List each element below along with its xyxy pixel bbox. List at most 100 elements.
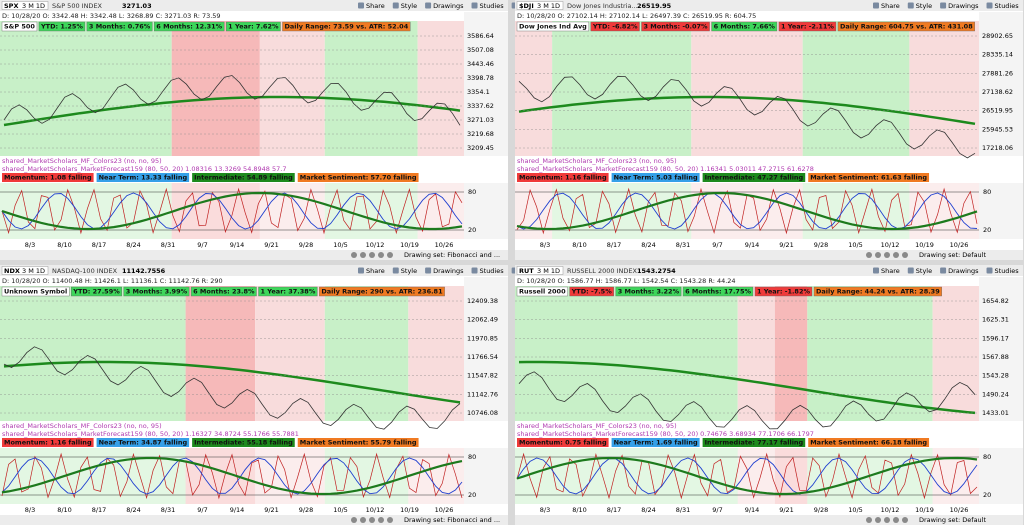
toolbar-icon[interactable] — [358, 2, 364, 9]
toolbar-icon[interactable] — [358, 267, 364, 274]
date-label: 9/28 — [814, 506, 829, 514]
toolbar-button[interactable]: Studies — [480, 2, 505, 10]
timeframe[interactable]: 3 M 1D — [22, 2, 45, 10]
zoom-icon[interactable] — [378, 517, 384, 523]
zoom-icon[interactable] — [866, 252, 872, 258]
indicator-label: Momentum: 1.08 falling — [4, 174, 92, 182]
zone — [259, 183, 325, 239]
status-box — [754, 286, 813, 297]
toolbar-icon[interactable] — [986, 2, 993, 9]
toolbar-button[interactable]: Drawings — [948, 2, 979, 10]
zoom-icon[interactable] — [387, 517, 393, 523]
toolbar-icon[interactable] — [986, 267, 993, 274]
zoom-icon[interactable] — [369, 252, 375, 258]
price-level: 3507.08 — [467, 46, 494, 54]
zone — [417, 183, 464, 239]
toolbar-button[interactable]: Share — [881, 2, 900, 10]
status-label: Daily Range: 290 vs. ATR: 236.81 — [321, 288, 443, 296]
toolbar-icon[interactable] — [425, 2, 432, 9]
drawing-set[interactable]: Drawing set: Default — [919, 251, 986, 259]
indicator-label: Near Term: 13.33 falling — [99, 174, 188, 182]
date-label: 9/21 — [779, 241, 794, 249]
toolbar-button[interactable]: Share — [881, 267, 900, 275]
toolbar-icon[interactable] — [907, 2, 914, 9]
zoom-icon[interactable] — [875, 252, 881, 258]
zoom-icon[interactable] — [893, 517, 899, 523]
timeframe[interactable]: 3 M 1D — [22, 267, 45, 275]
forecast-label: shared_MarketScholars_MarketForecast159 … — [517, 165, 814, 173]
toolbar-button[interactable]: Style — [401, 2, 417, 10]
zoom-icon[interactable] — [875, 517, 881, 523]
symbol-box[interactable] — [516, 1, 564, 10]
symbol[interactable]: $DJI — [519, 2, 534, 10]
toolbar-button[interactable]: Share — [366, 267, 385, 275]
toolbar-icon[interactable] — [392, 2, 399, 9]
toolbar-button[interactable]: Share — [366, 2, 385, 10]
status-box — [590, 21, 640, 32]
toolbar-icon[interactable] — [873, 267, 879, 274]
footer-bar — [0, 250, 508, 260]
zoom-icon[interactable] — [351, 252, 357, 258]
drawing-set[interactable]: Drawing set: Default — [919, 516, 986, 524]
study-label: shared_MarketScholars_MF_Colors23 (no, n… — [2, 157, 162, 165]
toolbar-button[interactable]: Drawings — [433, 2, 464, 10]
zoom-icon[interactable] — [902, 252, 908, 258]
toolbar-icon[interactable] — [471, 2, 478, 9]
indicator-box — [611, 438, 700, 447]
status-label: YTD: -6.82% — [592, 23, 638, 31]
oscillator-axis — [464, 183, 508, 239]
moving-average — [3, 360, 461, 404]
toolbar-button[interactable]: Studies — [995, 2, 1020, 10]
zoom-icon[interactable] — [866, 517, 872, 523]
date-label: 10/5 — [848, 241, 863, 249]
toolbar-button[interactable]: Studies — [480, 267, 505, 275]
drawing-set[interactable]: Drawing set: Fibonacci and ... — [404, 516, 500, 524]
zoom-icon[interactable] — [360, 517, 366, 523]
date-label: 10/19 — [915, 506, 934, 514]
zoom-icon[interactable] — [884, 252, 890, 258]
zoom-icon[interactable] — [378, 252, 384, 258]
toolbar-icon[interactable] — [873, 2, 879, 9]
timeframe[interactable]: 3 M 1D — [537, 2, 560, 10]
toolbar-button[interactable]: Drawings — [433, 267, 464, 275]
toolbar-icon[interactable] — [940, 267, 947, 274]
chart-pane: RUT 3 M 1D RUSSELL 2000 INDEX 1543.2754 Shar… — [515, 265, 1023, 525]
zoom-icon[interactable] — [387, 252, 393, 258]
toolbar-icon[interactable] — [471, 267, 478, 274]
toolbar-button[interactable]: Style — [916, 2, 932, 10]
price-level: 11970.85 — [467, 334, 498, 342]
status-box — [569, 286, 614, 297]
toolbar-button[interactable]: Style — [401, 267, 417, 275]
drawing-set[interactable]: Drawing set: Fibonacci and ... — [404, 251, 500, 259]
toolbar-button[interactable]: Style — [916, 267, 932, 275]
price-level: 12062.49 — [467, 316, 498, 324]
zoom-icon[interactable] — [884, 517, 890, 523]
toolbar-icon[interactable] — [392, 267, 399, 274]
toolbar-button[interactable]: Drawings — [948, 267, 979, 275]
timeframe[interactable]: 3 M 1D — [537, 267, 560, 275]
price-path — [518, 75, 976, 159]
symbol-box[interactable] — [516, 266, 564, 275]
zoom-icon[interactable] — [360, 252, 366, 258]
toolbar-icon[interactable] — [907, 267, 914, 274]
toolbar-icon[interactable] — [425, 267, 432, 274]
zoom-icon[interactable] — [351, 517, 357, 523]
toolbar-icon[interactable] — [940, 2, 947, 9]
zone — [691, 21, 803, 156]
symbol[interactable]: SPX — [4, 2, 18, 10]
symbol-box[interactable] — [1, 266, 49, 275]
zoom-icon[interactable] — [902, 517, 908, 523]
zoom-icon[interactable] — [893, 252, 899, 258]
date-label: 9/7 — [712, 241, 722, 249]
status-box — [615, 286, 682, 297]
symbol[interactable]: NDX — [4, 267, 20, 275]
symbol[interactable]: RUT — [519, 267, 534, 275]
symbol-box[interactable] — [1, 1, 49, 10]
toolbar-button[interactable]: Studies — [995, 267, 1020, 275]
indicator-box — [2, 438, 94, 447]
zone — [515, 183, 553, 239]
oscillator-tick: 80 — [983, 453, 991, 461]
zoom-icon[interactable] — [369, 517, 375, 523]
price-level: 3219.68 — [467, 130, 494, 138]
